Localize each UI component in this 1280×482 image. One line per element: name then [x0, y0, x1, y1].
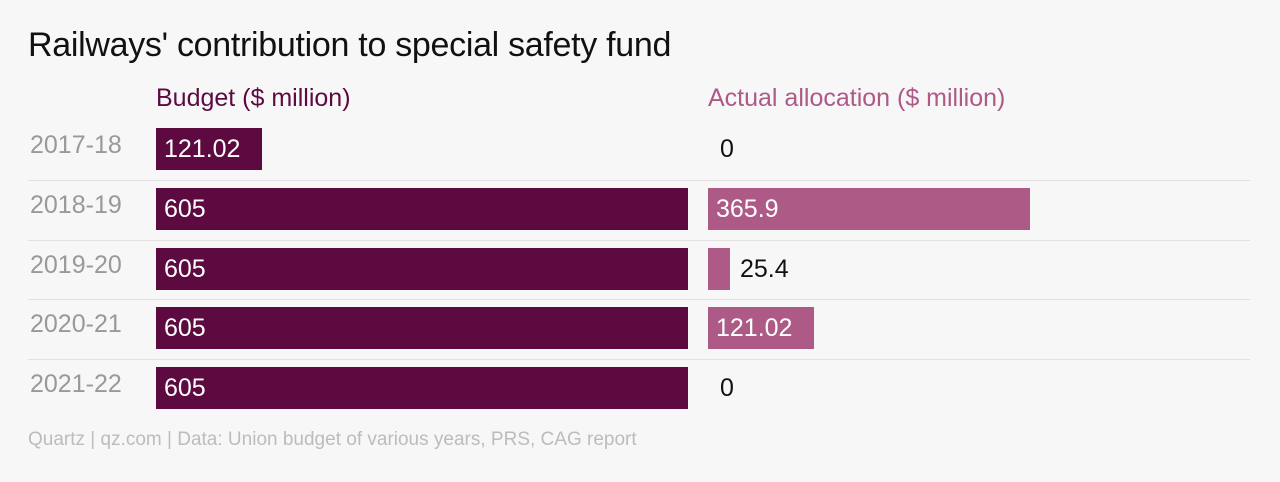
row-divider: [28, 359, 1250, 361]
source-note: Quartz | qz.com | Data: Union budget of …: [28, 429, 637, 450]
budget-series-header: Budget ($ million): [156, 84, 351, 112]
budget-value-label: 121.02: [164, 135, 241, 163]
chart-row: 2019-20 605 25.4: [0, 239, 1280, 300]
category-label: 2017-18: [30, 131, 122, 159]
budget-bar: [156, 187, 688, 230]
category-label: 2018-19: [30, 190, 122, 219]
chart-row: 2017-18 121.02 0: [0, 120, 1280, 180]
chart-title: Railways' contribution to special safety…: [28, 26, 672, 64]
actual-bar: [708, 307, 814, 350]
actual-value-label: 0: [720, 374, 734, 403]
actual-value-label: 25.4: [740, 254, 789, 283]
category-label: 2021-22: [30, 370, 122, 399]
row-divider: [28, 239, 1250, 241]
row-divider: [28, 299, 1250, 301]
budget-value-label: 605: [164, 314, 206, 343]
budget-bar: [156, 307, 688, 350]
actual-value-label: 121.02: [716, 314, 793, 343]
budget-bar: [156, 247, 688, 290]
actual-bar: [708, 187, 1030, 230]
chart-row: 2021-22 605 0: [0, 359, 1280, 419]
category-label: 2019-20: [30, 250, 122, 279]
budget-bar: [156, 128, 262, 170]
budget-value-label: 605: [164, 194, 206, 223]
budget-value-label: 605: [164, 374, 206, 403]
category-label: 2020-21: [30, 310, 122, 339]
actual-value-label: 365.9: [716, 194, 779, 223]
budget-value-label: 605: [164, 254, 206, 283]
budget-bar: [156, 367, 688, 410]
actual-value-label: 0: [720, 135, 734, 163]
chart-row: 2020-21 605 121.02: [0, 299, 1280, 359]
actual-series-header: Actual allocation ($ million): [708, 84, 1006, 112]
chart-row: 2018-19 605 365.9: [0, 179, 1280, 240]
actual-bar: [708, 247, 730, 290]
row-divider: [28, 179, 1250, 181]
